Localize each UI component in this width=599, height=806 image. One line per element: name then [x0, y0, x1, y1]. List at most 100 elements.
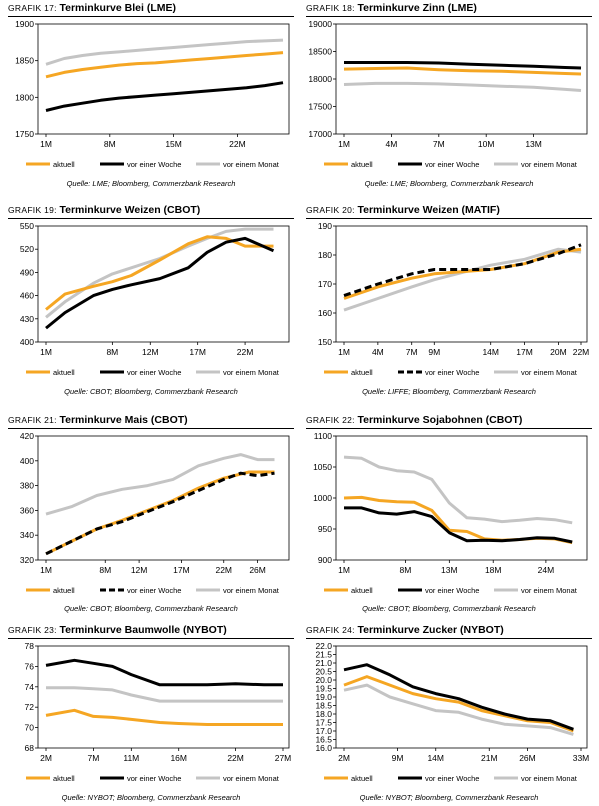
title-rule	[306, 428, 592, 429]
x-tick-label: 26M	[249, 565, 266, 575]
plot-frame	[37, 23, 290, 135]
source-note: Quelle: LME; Bloomberg, Commerzbank Rese…	[364, 179, 534, 188]
y-tick-label: 68	[25, 743, 35, 753]
y-tick-label: 70	[25, 723, 35, 733]
title-rule	[306, 218, 592, 219]
y-tick-label: 18.5	[315, 701, 332, 711]
y-tick-label: 340	[20, 530, 34, 540]
x-tick-label: 20M	[550, 347, 567, 357]
title-rule	[8, 428, 294, 429]
y-tick-label: 490	[20, 267, 34, 277]
x-tick-label: 7M	[87, 753, 99, 763]
plot-frame	[37, 645, 290, 749]
y-tick-label: 16.5	[315, 735, 332, 745]
x-tick-label: 18M	[485, 565, 502, 575]
y-tick-label: 1800	[15, 92, 34, 102]
chart-panel-20: GRAFIK 20: Terminkurve Weizen (MATIF) 15…	[306, 204, 592, 400]
series-line-woche	[45, 658, 283, 687]
y-tick-label: 420	[20, 431, 34, 441]
x-tick-label: 12M	[142, 347, 159, 357]
x-tick-label: 22M	[227, 753, 244, 763]
chart-title: GRAFIK 21: Terminkurve Mais (CBOT)	[8, 414, 188, 426]
x-tick-label: 17M	[189, 347, 206, 357]
chart-panel-21: GRAFIK 21: Terminkurve Mais (CBOT) 320 34…	[8, 414, 294, 613]
y-tick-label: 18000	[308, 74, 332, 84]
series-line-monat	[45, 38, 284, 66]
legend-label: vor einem Monat	[521, 368, 578, 377]
title-rule	[8, 16, 294, 17]
y-tick-label: 19.0	[315, 692, 332, 702]
x-tick-label: 8M	[104, 139, 116, 149]
x-tick-label: 8M	[106, 347, 118, 357]
legend-label: aktuell	[351, 774, 373, 783]
y-tick-label: 160	[318, 308, 332, 318]
legend-label: vor einem Monat	[521, 586, 578, 595]
y-tick-label: 1000	[313, 493, 332, 503]
y-tick-label: 1900	[15, 19, 34, 29]
y-tick-label: 18500	[308, 47, 332, 57]
x-tick-label: 8M	[99, 565, 111, 575]
x-tick-label: 4M	[372, 347, 384, 357]
x-tick-label: 24M	[538, 565, 555, 575]
x-tick-label: 7M	[433, 139, 445, 149]
chart-24: 16.016.517.017.518.018.519.019.520.020.5…	[315, 641, 590, 783]
chart-panel-18: GRAFIK 18: Terminkurve Zinn (LME) 17000 1…	[306, 2, 592, 192]
legend-label: vor einer Woche	[425, 368, 479, 377]
x-tick-label: 16M	[170, 753, 187, 763]
plot-frame	[335, 23, 588, 135]
chart-panel-23: GRAFIK 23: Terminkurve Baumwolle (NYBOT)…	[8, 624, 294, 806]
x-tick-label: 21M	[481, 753, 498, 763]
y-tick-label: 380	[20, 481, 34, 491]
chart-22: 900 950 1000 1050 1100 1M 8M 13M 18M 24M aktuell vo…	[313, 431, 588, 595]
x-tick-label: 14M	[427, 753, 444, 763]
y-tick-label: 19.5	[315, 684, 332, 694]
series-line-woche	[343, 243, 582, 298]
y-tick-label: 1850	[15, 56, 34, 66]
x-tick-label: 17M	[173, 565, 190, 575]
y-tick-label: 78	[25, 641, 35, 651]
y-tick-label: 76	[25, 661, 35, 671]
chart-title: GRAFIK 23: Terminkurve Baumwolle (NYBOT)	[8, 624, 227, 636]
legend-label: aktuell	[53, 586, 75, 595]
y-tick-label: 16.0	[315, 743, 332, 753]
source-note: Quelle: CBOT; Bloomberg, Commerzbank Res…	[64, 387, 238, 396]
y-tick-label: 550	[20, 221, 34, 231]
x-tick-label: 7M	[406, 347, 418, 357]
y-tick-label: 72	[25, 702, 35, 712]
series-line-monat	[343, 683, 574, 736]
legend-label: vor einem Monat	[521, 774, 578, 783]
y-tick-label: 17.5	[315, 718, 332, 728]
y-tick-label: 21.5	[315, 650, 332, 660]
y-tick-label: 22.0	[315, 641, 332, 651]
x-tick-label: 22M	[573, 347, 590, 357]
series-line-aktuell	[45, 708, 283, 726]
x-tick-label: 2M	[338, 753, 350, 763]
y-tick-label: 400	[20, 456, 34, 466]
legend-label: vor einem Monat	[521, 160, 578, 169]
legend-label: aktuell	[53, 774, 75, 783]
x-tick-label: 1M	[40, 139, 52, 149]
plot-frame	[335, 225, 588, 343]
chart-panel-19: GRAFIK 19: Terminkurve Weizen (CBOT) 400…	[8, 204, 294, 400]
y-tick-label: 360	[20, 505, 34, 515]
chart-title: GRAFIK 18: Terminkurve Zinn (LME)	[306, 2, 477, 14]
legend-label: vor einem Monat	[223, 160, 280, 169]
source-note: Quelle: CBOT; Bloomberg, Commerzbank Res…	[64, 604, 238, 613]
y-tick-label: 21.0	[315, 658, 332, 668]
y-tick-label: 900	[318, 555, 332, 565]
legend-label: vor einer Woche	[127, 160, 181, 169]
y-tick-label: 460	[20, 291, 34, 301]
x-tick-label: 1M	[40, 347, 52, 357]
y-tick-label: 1750	[15, 129, 34, 139]
series-line-woche	[45, 236, 275, 330]
title-rule	[306, 16, 592, 17]
y-tick-label: 18.0	[315, 709, 332, 719]
series-line-woche	[45, 471, 275, 556]
x-tick-label: 13M	[441, 565, 458, 575]
series-line-aktuell	[343, 66, 582, 76]
x-tick-label: 33M	[573, 753, 590, 763]
x-tick-label: 17M	[516, 347, 533, 357]
chart-20: 150 160 170 180 190 1M 4M 7M 9M 14M 17M 20M 22M aktue…	[318, 221, 590, 377]
chart-title: GRAFIK 24: Terminkurve Zucker (NYBOT)	[306, 624, 504, 636]
legend-label: vor einem Monat	[223, 368, 280, 377]
